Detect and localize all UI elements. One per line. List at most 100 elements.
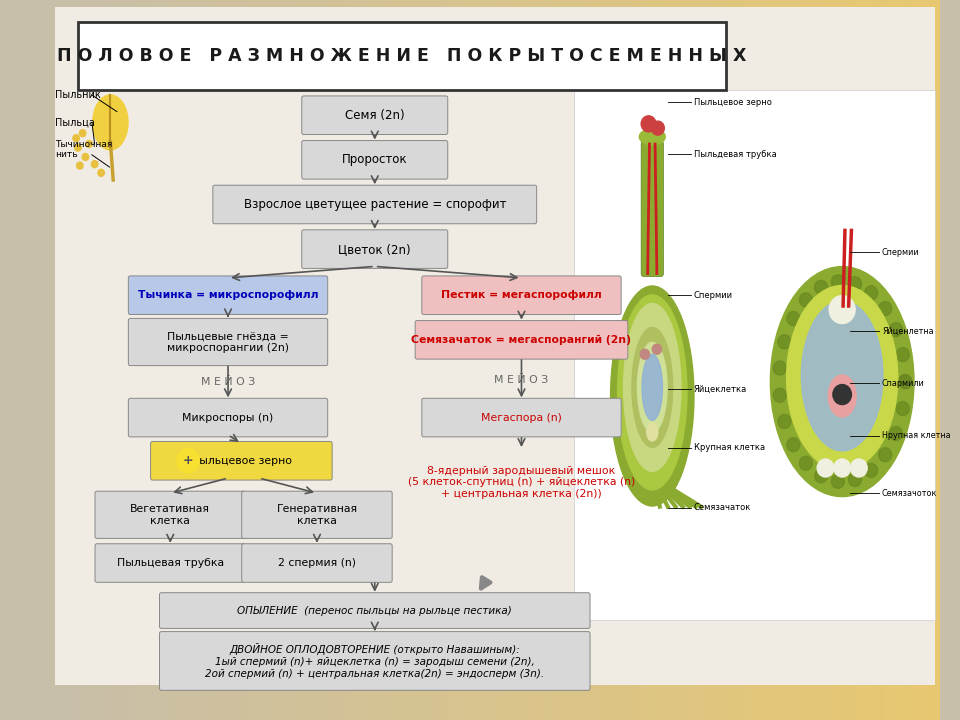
Circle shape	[778, 415, 791, 428]
Circle shape	[833, 384, 852, 405]
Circle shape	[899, 374, 912, 389]
Circle shape	[800, 293, 812, 307]
Circle shape	[849, 472, 861, 487]
FancyBboxPatch shape	[242, 544, 393, 582]
Text: Мегаспора (n): Мегаспора (n)	[481, 413, 562, 423]
Text: Пыльцевое зерно: Пыльцевое зерно	[694, 98, 772, 107]
Text: Пыльник: Пыльник	[55, 90, 101, 100]
Text: Тычиночная
нить: Тычиночная нить	[55, 140, 112, 159]
Circle shape	[834, 459, 851, 477]
Ellipse shape	[632, 328, 673, 447]
Circle shape	[878, 302, 892, 315]
FancyBboxPatch shape	[213, 185, 537, 224]
Text: Спермии: Спермии	[694, 291, 732, 300]
Text: Семязачаток: Семязачаток	[694, 503, 752, 512]
Circle shape	[831, 474, 845, 488]
FancyBboxPatch shape	[301, 230, 447, 269]
FancyBboxPatch shape	[421, 398, 621, 437]
FancyBboxPatch shape	[641, 141, 663, 276]
Text: Генеративная
клетка: Генеративная клетка	[276, 504, 357, 526]
Text: Семязачоток: Семязачоток	[882, 489, 937, 498]
Text: Проросток: Проросток	[342, 153, 408, 166]
Text: 2 спермия (n): 2 спермия (n)	[278, 558, 356, 568]
Circle shape	[75, 144, 82, 151]
Text: Пыльцевая трубка: Пыльцевая трубка	[117, 558, 224, 568]
Text: Пыльдевая трубка: Пыльдевая трубка	[694, 150, 777, 158]
Circle shape	[773, 388, 786, 402]
Ellipse shape	[611, 286, 694, 506]
Text: Нрупная клетна: Нрупная клетна	[882, 431, 950, 440]
Circle shape	[73, 135, 80, 142]
Text: Крупная клетка: Крупная клетка	[694, 444, 765, 452]
Circle shape	[98, 169, 105, 176]
Text: Микроспоры (n): Микроспоры (n)	[182, 413, 274, 423]
Circle shape	[91, 161, 98, 168]
Circle shape	[787, 438, 800, 451]
Text: М Е Й О З: М Е Й О З	[494, 375, 548, 385]
Text: Цветок (2n): Цветок (2n)	[339, 243, 411, 256]
FancyBboxPatch shape	[159, 631, 590, 690]
Ellipse shape	[829, 296, 855, 323]
Circle shape	[890, 426, 902, 441]
Text: ОПЫЛЕНИЕ  (перенос пыльцы на рыльце пестика): ОПЫЛЕНИЕ (перенос пыльцы на рыльце пести…	[237, 606, 512, 616]
Circle shape	[83, 153, 88, 161]
FancyBboxPatch shape	[301, 140, 447, 179]
FancyBboxPatch shape	[78, 22, 727, 90]
Ellipse shape	[93, 95, 128, 150]
Ellipse shape	[786, 286, 898, 470]
Text: Семя (2n): Семя (2n)	[345, 109, 404, 122]
Circle shape	[897, 402, 909, 415]
Circle shape	[778, 335, 791, 348]
FancyBboxPatch shape	[415, 320, 628, 359]
Circle shape	[80, 130, 85, 137]
Circle shape	[817, 459, 834, 477]
Text: +: +	[182, 454, 193, 467]
Circle shape	[800, 456, 812, 470]
FancyBboxPatch shape	[129, 398, 327, 437]
Circle shape	[831, 275, 845, 289]
Circle shape	[177, 449, 199, 473]
Text: Спармили: Спармили	[882, 379, 924, 387]
Circle shape	[890, 323, 902, 337]
FancyBboxPatch shape	[129, 318, 327, 366]
Ellipse shape	[637, 343, 667, 432]
Circle shape	[849, 276, 861, 291]
Circle shape	[878, 448, 892, 462]
FancyBboxPatch shape	[129, 276, 327, 315]
Text: М Е Й О З: М Е Й О З	[201, 377, 255, 387]
Circle shape	[815, 469, 828, 483]
FancyBboxPatch shape	[301, 96, 447, 135]
Circle shape	[77, 162, 84, 169]
Ellipse shape	[770, 266, 914, 497]
FancyBboxPatch shape	[151, 441, 332, 480]
Ellipse shape	[639, 129, 665, 145]
Text: Яйценлетна: Яйценлетна	[882, 327, 934, 336]
FancyBboxPatch shape	[95, 491, 246, 539]
Text: Яйцеклетка: Яйцеклетка	[694, 384, 747, 393]
Text: Пыльца: Пыльца	[55, 117, 95, 127]
Text: Взрослое цветущее растение = спорофит: Взрослое цветущее растение = спорофит	[244, 198, 506, 211]
Circle shape	[773, 361, 786, 375]
Text: Спермии: Спермии	[882, 248, 920, 256]
Circle shape	[851, 459, 867, 477]
Circle shape	[652, 344, 661, 354]
Ellipse shape	[624, 303, 681, 472]
Ellipse shape	[642, 354, 662, 420]
Text: Вегетативная
клетка: Вегетативная клетка	[131, 504, 210, 526]
Circle shape	[815, 280, 828, 294]
Ellipse shape	[802, 301, 883, 451]
Text: ДВОЙНОЕ ОПЛОДОВТОРЕНИЕ (открыто Навашиным):
1ый спермий (n)+ яйцеклетка (n) = за: ДВОЙНОЕ ОПЛОДОВТОРЕНИЕ (открыто Навашины…	[205, 644, 544, 678]
Circle shape	[85, 140, 92, 148]
Circle shape	[897, 348, 909, 361]
Circle shape	[651, 121, 664, 135]
Ellipse shape	[647, 423, 658, 441]
Text: Тычинка = микроспорофилл: Тычинка = микроспорофилл	[138, 290, 319, 300]
Text: Пыльцевое зерно: Пыльцевое зерно	[191, 456, 292, 466]
Text: Семязачаток = мегаспорангий (2n): Семязачаток = мегаспорангий (2n)	[412, 335, 632, 345]
Text: Пыльцевые гнёзда =
микроспорангии (2n): Пыльцевые гнёзда = микроспорангии (2n)	[167, 331, 289, 353]
FancyBboxPatch shape	[55, 7, 935, 685]
Text: Пестик = мегаспорофилл: Пестик = мегаспорофилл	[441, 290, 602, 300]
FancyBboxPatch shape	[421, 276, 621, 315]
Ellipse shape	[617, 295, 687, 490]
Text: 8-ядерный зародышевый мешок
(5 клеток-спутниц (n) + яйцеклетка (n)
+ центральная: 8-ядерный зародышевый мешок (5 клеток-сп…	[408, 466, 636, 499]
